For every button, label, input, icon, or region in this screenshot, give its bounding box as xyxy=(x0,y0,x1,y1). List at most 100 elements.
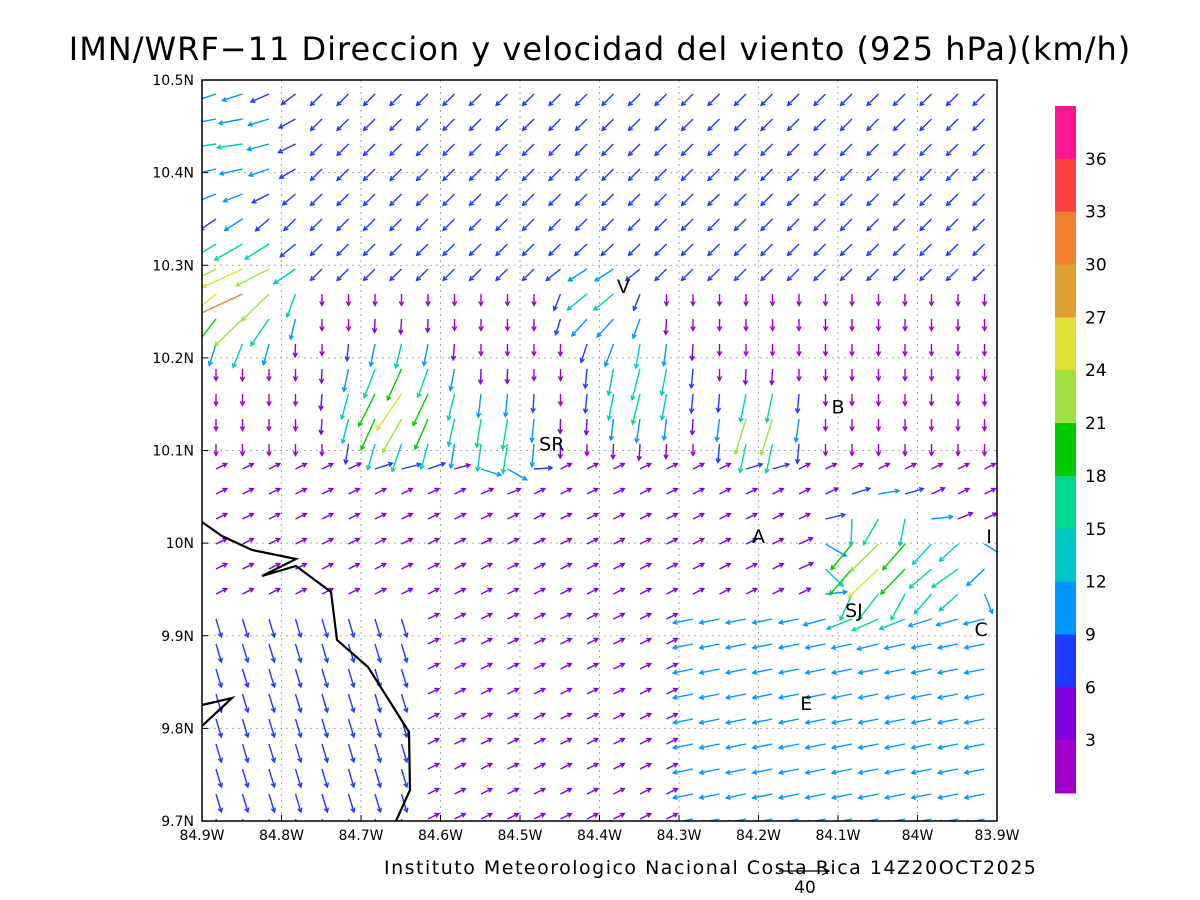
wind-vector xyxy=(631,318,641,340)
wind-vector xyxy=(507,687,520,695)
wind-vector xyxy=(919,268,932,282)
wind-vector xyxy=(309,93,323,107)
colorbar-label: 27 xyxy=(1085,308,1107,328)
wind-vector xyxy=(745,462,764,470)
wind-vector xyxy=(666,787,679,795)
wind-vector xyxy=(769,344,776,357)
wind-vector xyxy=(715,393,722,414)
wind-vector xyxy=(793,418,800,444)
wind-vector xyxy=(666,662,679,670)
wind-vector xyxy=(348,462,363,470)
wind-vector xyxy=(663,443,669,460)
x-tick-label: 84.1W xyxy=(815,828,860,844)
wind-vector xyxy=(242,462,255,470)
wind-vector xyxy=(533,562,547,570)
wind-vector xyxy=(902,344,908,357)
wind-vector xyxy=(586,737,600,745)
colorbar-label: 9 xyxy=(1085,625,1096,645)
wind-vector xyxy=(217,118,243,126)
wind-vector xyxy=(442,243,455,257)
wind-vector xyxy=(344,343,351,363)
wind-vector xyxy=(745,512,759,520)
wind-vector xyxy=(601,168,614,182)
wind-vector xyxy=(601,218,614,232)
wind-vector xyxy=(557,343,564,358)
wind-vector xyxy=(666,462,679,470)
wind-vector xyxy=(963,718,985,725)
wind-vector xyxy=(348,487,361,495)
wind-vector xyxy=(215,587,229,595)
wind-vector xyxy=(345,294,352,307)
wind-vector xyxy=(521,243,535,257)
wind-vector xyxy=(639,662,653,670)
wind-vector xyxy=(692,487,706,495)
wind-vector xyxy=(848,518,854,548)
wind-vector xyxy=(957,511,974,520)
wind-vector xyxy=(451,294,458,307)
wind-vector xyxy=(910,643,932,650)
colorbar-label: 30 xyxy=(1085,256,1107,276)
city-label: A xyxy=(752,526,765,548)
wind-vector xyxy=(624,268,641,282)
colorbar-label: 6 xyxy=(1085,678,1096,698)
wind-vector xyxy=(724,718,747,725)
wind-vector xyxy=(294,643,303,664)
wind-vector xyxy=(875,419,882,432)
wind-vector xyxy=(613,712,626,720)
wind-vector xyxy=(319,319,325,332)
wind-vector xyxy=(427,762,441,770)
wind-vector xyxy=(928,444,935,457)
wind-vector xyxy=(266,394,272,407)
wind-vector xyxy=(639,687,653,695)
wind-vector xyxy=(574,193,588,207)
wind-vector xyxy=(468,268,482,282)
wind-vector xyxy=(213,394,219,407)
wind-vector xyxy=(813,218,826,232)
wind-vector xyxy=(268,512,282,520)
wind-vector xyxy=(875,444,882,457)
wind-vector xyxy=(478,294,484,307)
colorbar-label: 21 xyxy=(1085,414,1107,434)
wind-vector xyxy=(427,787,441,795)
wind-vector xyxy=(202,293,217,307)
y-tick-label: 10.3N xyxy=(152,258,194,274)
wind-vector xyxy=(202,293,243,314)
wind-vector xyxy=(202,243,217,254)
wind-vector xyxy=(400,618,409,639)
wind-vector xyxy=(318,418,325,436)
wind-vector xyxy=(804,718,826,725)
wind-vector xyxy=(213,318,243,347)
wind-vector xyxy=(427,812,441,820)
wind-vector xyxy=(202,143,217,147)
wind-vector xyxy=(751,768,773,775)
wind-vector xyxy=(202,118,217,123)
wind-vector xyxy=(627,143,641,157)
wind-vector xyxy=(751,718,773,725)
wind-vector xyxy=(716,344,723,357)
wind-vector xyxy=(374,743,383,764)
wind-vector xyxy=(813,93,826,107)
wind-vector xyxy=(533,465,554,471)
wind-vector xyxy=(507,637,520,645)
wind-vector xyxy=(309,118,323,132)
wind-vector xyxy=(268,668,277,689)
wind-vector xyxy=(760,218,773,232)
wind-vector xyxy=(415,118,429,132)
wind-vector xyxy=(849,319,855,332)
wind-vector xyxy=(945,268,959,282)
wind-vector xyxy=(533,812,547,820)
wind-vector xyxy=(639,562,653,570)
wind-vector xyxy=(716,319,723,332)
wind-vector xyxy=(632,293,641,312)
wind-vector xyxy=(242,512,255,520)
wind-vector xyxy=(454,612,467,620)
wind-vector xyxy=(288,318,297,341)
wind-vector xyxy=(309,243,323,257)
wind-vector xyxy=(295,587,308,595)
wind-vector xyxy=(347,793,356,814)
wind-vector xyxy=(507,587,520,595)
wind-vector xyxy=(246,143,270,152)
y-tick-label: 10N xyxy=(166,536,194,552)
wind-vector xyxy=(654,268,667,282)
wind-vector xyxy=(813,143,826,157)
